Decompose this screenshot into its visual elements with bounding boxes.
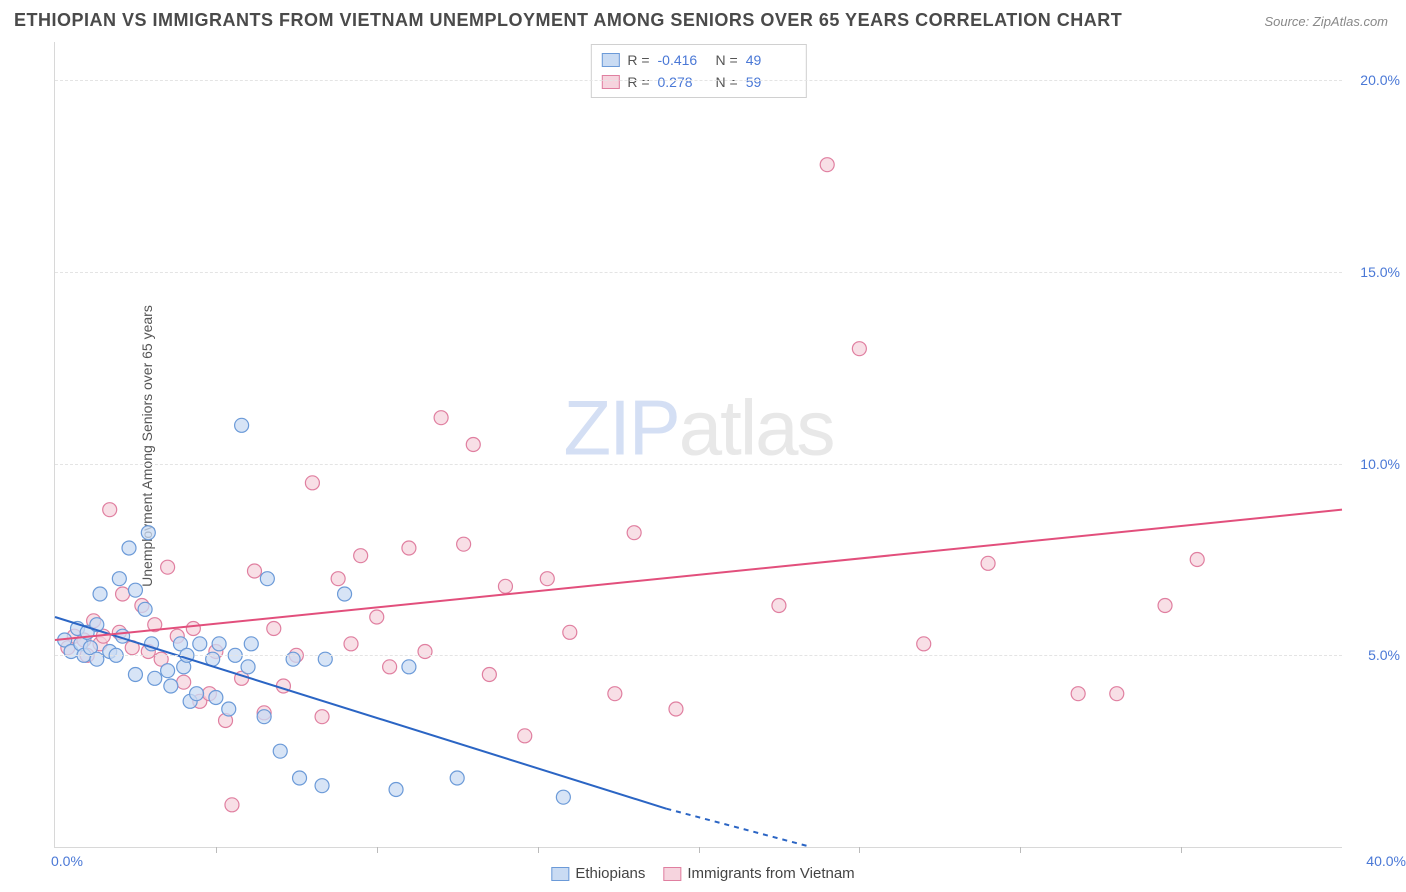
scatter-point xyxy=(293,771,307,785)
legend-swatch-ethiopians xyxy=(551,867,569,881)
scatter-point xyxy=(190,687,204,701)
scatter-point xyxy=(177,675,191,689)
scatter-point xyxy=(260,572,274,586)
x-tick xyxy=(1020,847,1021,853)
x-tick-label-0: 0.0% xyxy=(51,853,83,869)
scatter-point xyxy=(338,587,352,601)
scatter-point xyxy=(852,342,866,356)
x-tick xyxy=(699,847,700,853)
scatter-point xyxy=(1190,553,1204,567)
x-tick xyxy=(377,847,378,853)
scatter-point xyxy=(627,526,641,540)
scatter-point xyxy=(90,652,104,666)
scatter-point xyxy=(128,668,142,682)
x-tick xyxy=(538,847,539,853)
scatter-point xyxy=(103,503,117,517)
scatter-point xyxy=(981,556,995,570)
scatter-point xyxy=(315,779,329,793)
scatter-point xyxy=(122,541,136,555)
chart-plot-area: ZIPatlas R = -0.416 N = 49 R = 0.278 N =… xyxy=(54,42,1342,848)
scatter-point xyxy=(383,660,397,674)
scatter-point xyxy=(116,587,130,601)
scatter-point xyxy=(128,583,142,597)
scatter-point xyxy=(772,599,786,613)
scatter-point xyxy=(247,564,261,578)
scatter-point xyxy=(370,610,384,624)
scatter-point xyxy=(608,687,622,701)
y-tick-label: 5.0% xyxy=(1368,647,1400,663)
legend-item-ethiopians: Ethiopians xyxy=(551,865,645,882)
scatter-point xyxy=(354,549,368,563)
y-tick-label: 10.0% xyxy=(1360,456,1400,472)
scatter-point xyxy=(222,702,236,716)
scatter-point xyxy=(193,637,207,651)
scatter-point xyxy=(273,744,287,758)
scatter-point xyxy=(418,645,432,659)
scatter-point xyxy=(1110,687,1124,701)
scatter-point xyxy=(93,587,107,601)
scatter-point xyxy=(161,560,175,574)
scatter-point xyxy=(563,625,577,639)
scatter-point xyxy=(257,710,271,724)
scatter-point xyxy=(141,526,155,540)
scatter-point xyxy=(148,671,162,685)
gridline xyxy=(55,272,1342,273)
legend-label-ethiopians: Ethiopians xyxy=(575,865,645,882)
series-legend: Ethiopians Immigrants from Vietnam xyxy=(551,865,854,882)
scatter-point xyxy=(235,418,249,432)
scatter-point xyxy=(402,541,416,555)
scatter-point xyxy=(209,691,223,705)
trend-line xyxy=(55,617,666,809)
x-tick xyxy=(1181,847,1182,853)
scatter-point xyxy=(138,602,152,616)
gridline xyxy=(55,655,1342,656)
scatter-point xyxy=(318,652,332,666)
gridline xyxy=(55,80,1342,81)
scatter-point xyxy=(344,637,358,651)
scatter-point xyxy=(482,668,496,682)
scatter-point xyxy=(466,438,480,452)
scatter-point xyxy=(498,579,512,593)
scatter-point xyxy=(434,411,448,425)
gridline xyxy=(55,464,1342,465)
scatter-point xyxy=(244,637,258,651)
scatter-point xyxy=(1071,687,1085,701)
scatter-svg xyxy=(55,42,1342,847)
x-tick xyxy=(859,847,860,853)
scatter-point xyxy=(917,637,931,651)
scatter-point xyxy=(305,476,319,490)
scatter-point xyxy=(669,702,683,716)
scatter-point xyxy=(164,679,178,693)
scatter-point xyxy=(820,158,834,172)
scatter-point xyxy=(540,572,554,586)
scatter-point xyxy=(161,664,175,678)
scatter-point xyxy=(457,537,471,551)
scatter-point xyxy=(112,572,126,586)
legend-label-vietnam: Immigrants from Vietnam xyxy=(687,865,854,882)
scatter-point xyxy=(225,798,239,812)
scatter-point xyxy=(186,622,200,636)
scatter-point xyxy=(450,771,464,785)
scatter-point xyxy=(267,622,281,636)
source-attribution: Source: ZipAtlas.com xyxy=(1264,14,1388,29)
x-tick-label-max: 40.0% xyxy=(1366,853,1406,869)
x-tick xyxy=(216,847,217,853)
legend-swatch-vietnam xyxy=(663,867,681,881)
scatter-point xyxy=(212,637,226,651)
scatter-point xyxy=(389,783,403,797)
scatter-point xyxy=(556,790,570,804)
legend-item-vietnam: Immigrants from Vietnam xyxy=(663,865,854,882)
y-tick-label: 20.0% xyxy=(1360,72,1400,88)
y-tick-label: 15.0% xyxy=(1360,264,1400,280)
scatter-point xyxy=(286,652,300,666)
trend-line-extrapolated xyxy=(666,809,811,847)
scatter-point xyxy=(1158,599,1172,613)
scatter-point xyxy=(315,710,329,724)
scatter-point xyxy=(241,660,255,674)
scatter-point xyxy=(331,572,345,586)
chart-title: ETHIOPIAN VS IMMIGRANTS FROM VIETNAM UNE… xyxy=(14,10,1122,31)
scatter-point xyxy=(518,729,532,743)
scatter-point xyxy=(402,660,416,674)
